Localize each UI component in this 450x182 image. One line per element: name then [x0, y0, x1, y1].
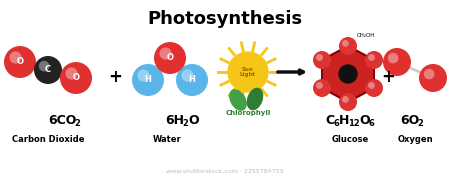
Text: O: O — [359, 114, 370, 126]
Circle shape — [65, 68, 77, 80]
Text: C: C — [325, 114, 334, 126]
Text: O: O — [166, 54, 174, 62]
Circle shape — [365, 51, 383, 69]
Circle shape — [313, 79, 331, 97]
Text: 2: 2 — [418, 120, 423, 128]
Text: O: O — [17, 58, 23, 66]
Circle shape — [181, 70, 194, 82]
Circle shape — [4, 46, 36, 78]
Ellipse shape — [248, 88, 263, 110]
Text: CH₂OH: CH₂OH — [357, 33, 375, 38]
Circle shape — [176, 64, 208, 96]
Text: O: O — [188, 114, 198, 126]
Circle shape — [319, 85, 328, 95]
Text: H: H — [144, 76, 152, 84]
Circle shape — [342, 40, 349, 47]
Circle shape — [388, 53, 398, 63]
Circle shape — [383, 48, 411, 76]
Circle shape — [428, 74, 443, 89]
Circle shape — [132, 64, 164, 96]
Text: Photosynthesis: Photosynthesis — [148, 10, 302, 28]
Circle shape — [42, 66, 58, 81]
Text: Glucose: Glucose — [331, 136, 369, 145]
Circle shape — [316, 54, 323, 61]
Text: 12: 12 — [348, 120, 360, 128]
Circle shape — [370, 85, 380, 95]
Circle shape — [344, 43, 354, 53]
Circle shape — [339, 65, 357, 83]
Circle shape — [9, 52, 22, 64]
Circle shape — [368, 82, 375, 89]
Circle shape — [185, 75, 203, 93]
Ellipse shape — [230, 90, 246, 110]
Text: +: + — [381, 68, 395, 86]
Circle shape — [159, 48, 171, 60]
Circle shape — [319, 57, 328, 67]
Circle shape — [14, 57, 31, 75]
Circle shape — [419, 64, 447, 92]
Text: +: + — [108, 68, 122, 86]
Text: Carbon Dioxide: Carbon Dioxide — [12, 136, 84, 145]
Text: Sun
Light: Sun Light — [240, 67, 256, 77]
Circle shape — [70, 73, 87, 91]
Circle shape — [34, 56, 62, 84]
Text: 6CO: 6CO — [48, 114, 76, 126]
Circle shape — [60, 62, 92, 94]
Text: 2: 2 — [74, 120, 80, 128]
Text: 6: 6 — [333, 120, 339, 128]
Circle shape — [316, 82, 323, 89]
Circle shape — [370, 57, 380, 67]
Circle shape — [164, 53, 181, 71]
Circle shape — [368, 54, 375, 61]
Text: O: O — [72, 74, 80, 82]
Circle shape — [339, 37, 357, 55]
Text: H: H — [339, 114, 349, 126]
Polygon shape — [322, 46, 374, 102]
Circle shape — [154, 42, 186, 74]
Text: 6H: 6H — [165, 114, 184, 126]
Text: Chlorophyll: Chlorophyll — [225, 110, 271, 116]
Circle shape — [228, 52, 268, 92]
Text: C: C — [45, 66, 51, 74]
Circle shape — [392, 58, 407, 73]
Circle shape — [339, 93, 357, 111]
Circle shape — [142, 75, 159, 93]
Text: Oxygen: Oxygen — [397, 136, 433, 145]
Circle shape — [365, 79, 383, 97]
Circle shape — [313, 51, 331, 69]
Text: H: H — [189, 76, 195, 84]
Text: 6: 6 — [369, 120, 375, 128]
Circle shape — [137, 70, 149, 82]
Text: Water: Water — [153, 136, 181, 145]
Circle shape — [424, 69, 434, 79]
Circle shape — [342, 96, 349, 103]
Text: 6O: 6O — [400, 114, 419, 126]
Circle shape — [344, 99, 354, 109]
Text: 2: 2 — [183, 120, 189, 128]
Circle shape — [39, 61, 50, 71]
Text: www.shutterstock.com · 2255784753: www.shutterstock.com · 2255784753 — [166, 169, 284, 174]
